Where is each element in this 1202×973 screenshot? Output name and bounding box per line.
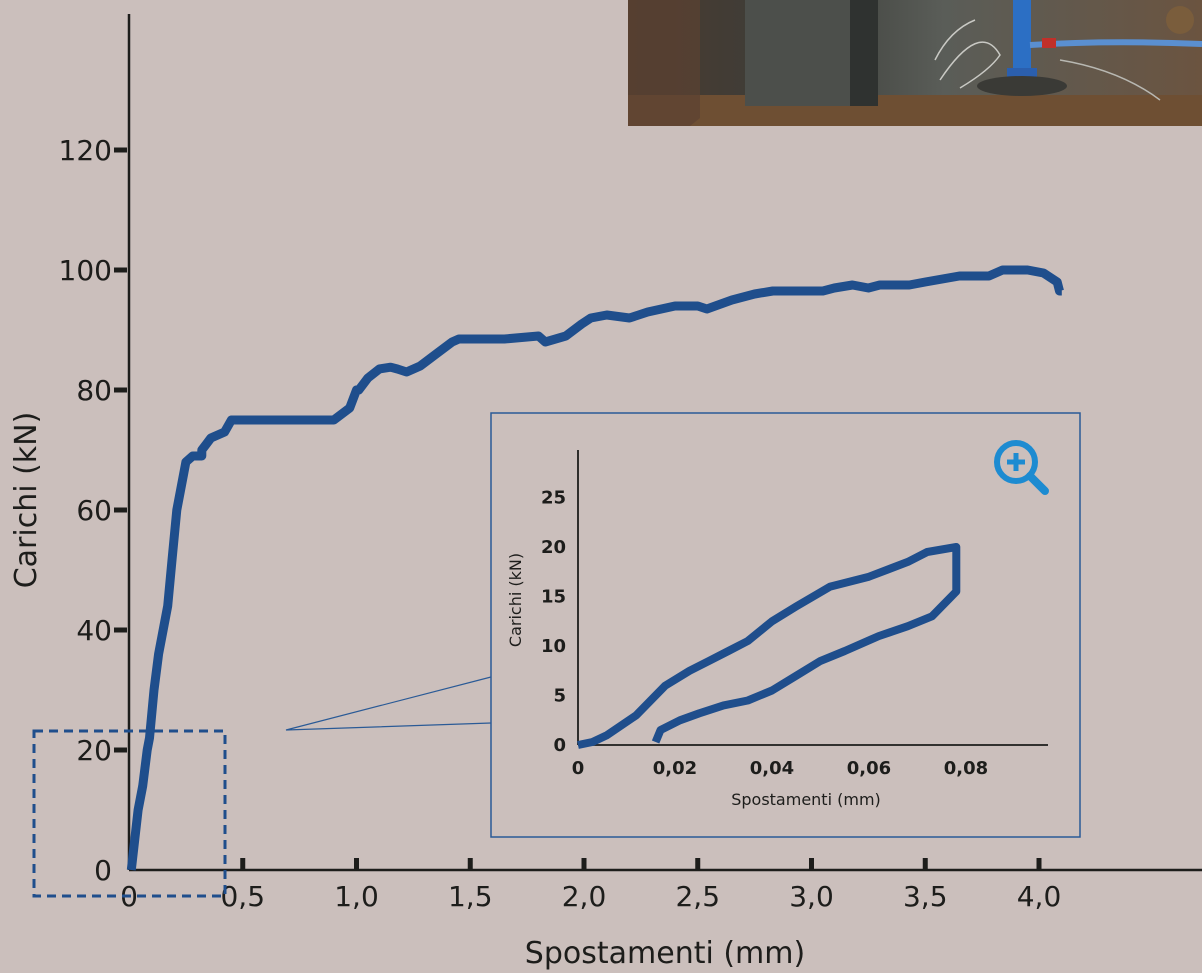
y-tick-label: 120	[59, 134, 112, 167]
x-tick-label: 2,5	[675, 880, 720, 913]
y-tick-label: 40	[76, 614, 112, 647]
inset-x-tick-label: 0	[572, 758, 585, 779]
inset-chart: 0 5 10 15 20 25 0 0,02 0,04 0,06 0,08 Spostamenti…	[490, 412, 1081, 838]
zoom-region-box	[32, 729, 227, 898]
x-axis-title: Spostamenti (mm)	[525, 936, 805, 971]
inset-y-tick-label: 25	[541, 488, 566, 509]
inset-y-tick-label: 5	[553, 686, 566, 707]
y-axis-title: Carichi (kN)	[9, 412, 44, 589]
inset-x-axis-title: Spostamenti (mm)	[731, 790, 881, 809]
x-tick-label: 3,5	[903, 880, 948, 913]
y-tick-label: 20	[76, 734, 112, 767]
test-photo	[628, 0, 1202, 126]
y-tick-label: 80	[76, 374, 112, 407]
inset-frame	[490, 412, 1081, 838]
inset-y-tick-label: 20	[541, 537, 566, 558]
inset-x-tick-label: 0,08	[944, 758, 988, 779]
zoom-in-icon[interactable]	[994, 440, 1049, 495]
inset-y-tick-label: 15	[541, 587, 566, 608]
y-tick-label: 60	[76, 494, 112, 527]
inset-x-tick-label: 0,04	[750, 758, 794, 779]
inset-y-tick-label: 10	[541, 636, 566, 657]
y-tick-label: 100	[59, 254, 112, 287]
x-tick-label: 3,0	[789, 880, 834, 913]
y-tick-label: 0	[94, 854, 112, 887]
x-tick-label: 4,0	[1017, 880, 1062, 913]
x-tick-label: 2,0	[562, 880, 607, 913]
series-line-inset	[577, 543, 961, 749]
callout-lines	[285, 676, 492, 731]
x-tick-label: 0,5	[220, 880, 265, 913]
inset-x-tick-label: 0,06	[847, 758, 891, 779]
inset-x-tick-label: 0,02	[653, 758, 697, 779]
x-tick-label: 1,5	[448, 880, 493, 913]
inset-y-axis-title: Carichi (kN)	[506, 553, 525, 647]
inset-y-tick-label: 0	[553, 735, 566, 756]
series-line-main	[126, 265, 1064, 871]
x-tick-label: 1,0	[334, 880, 379, 913]
